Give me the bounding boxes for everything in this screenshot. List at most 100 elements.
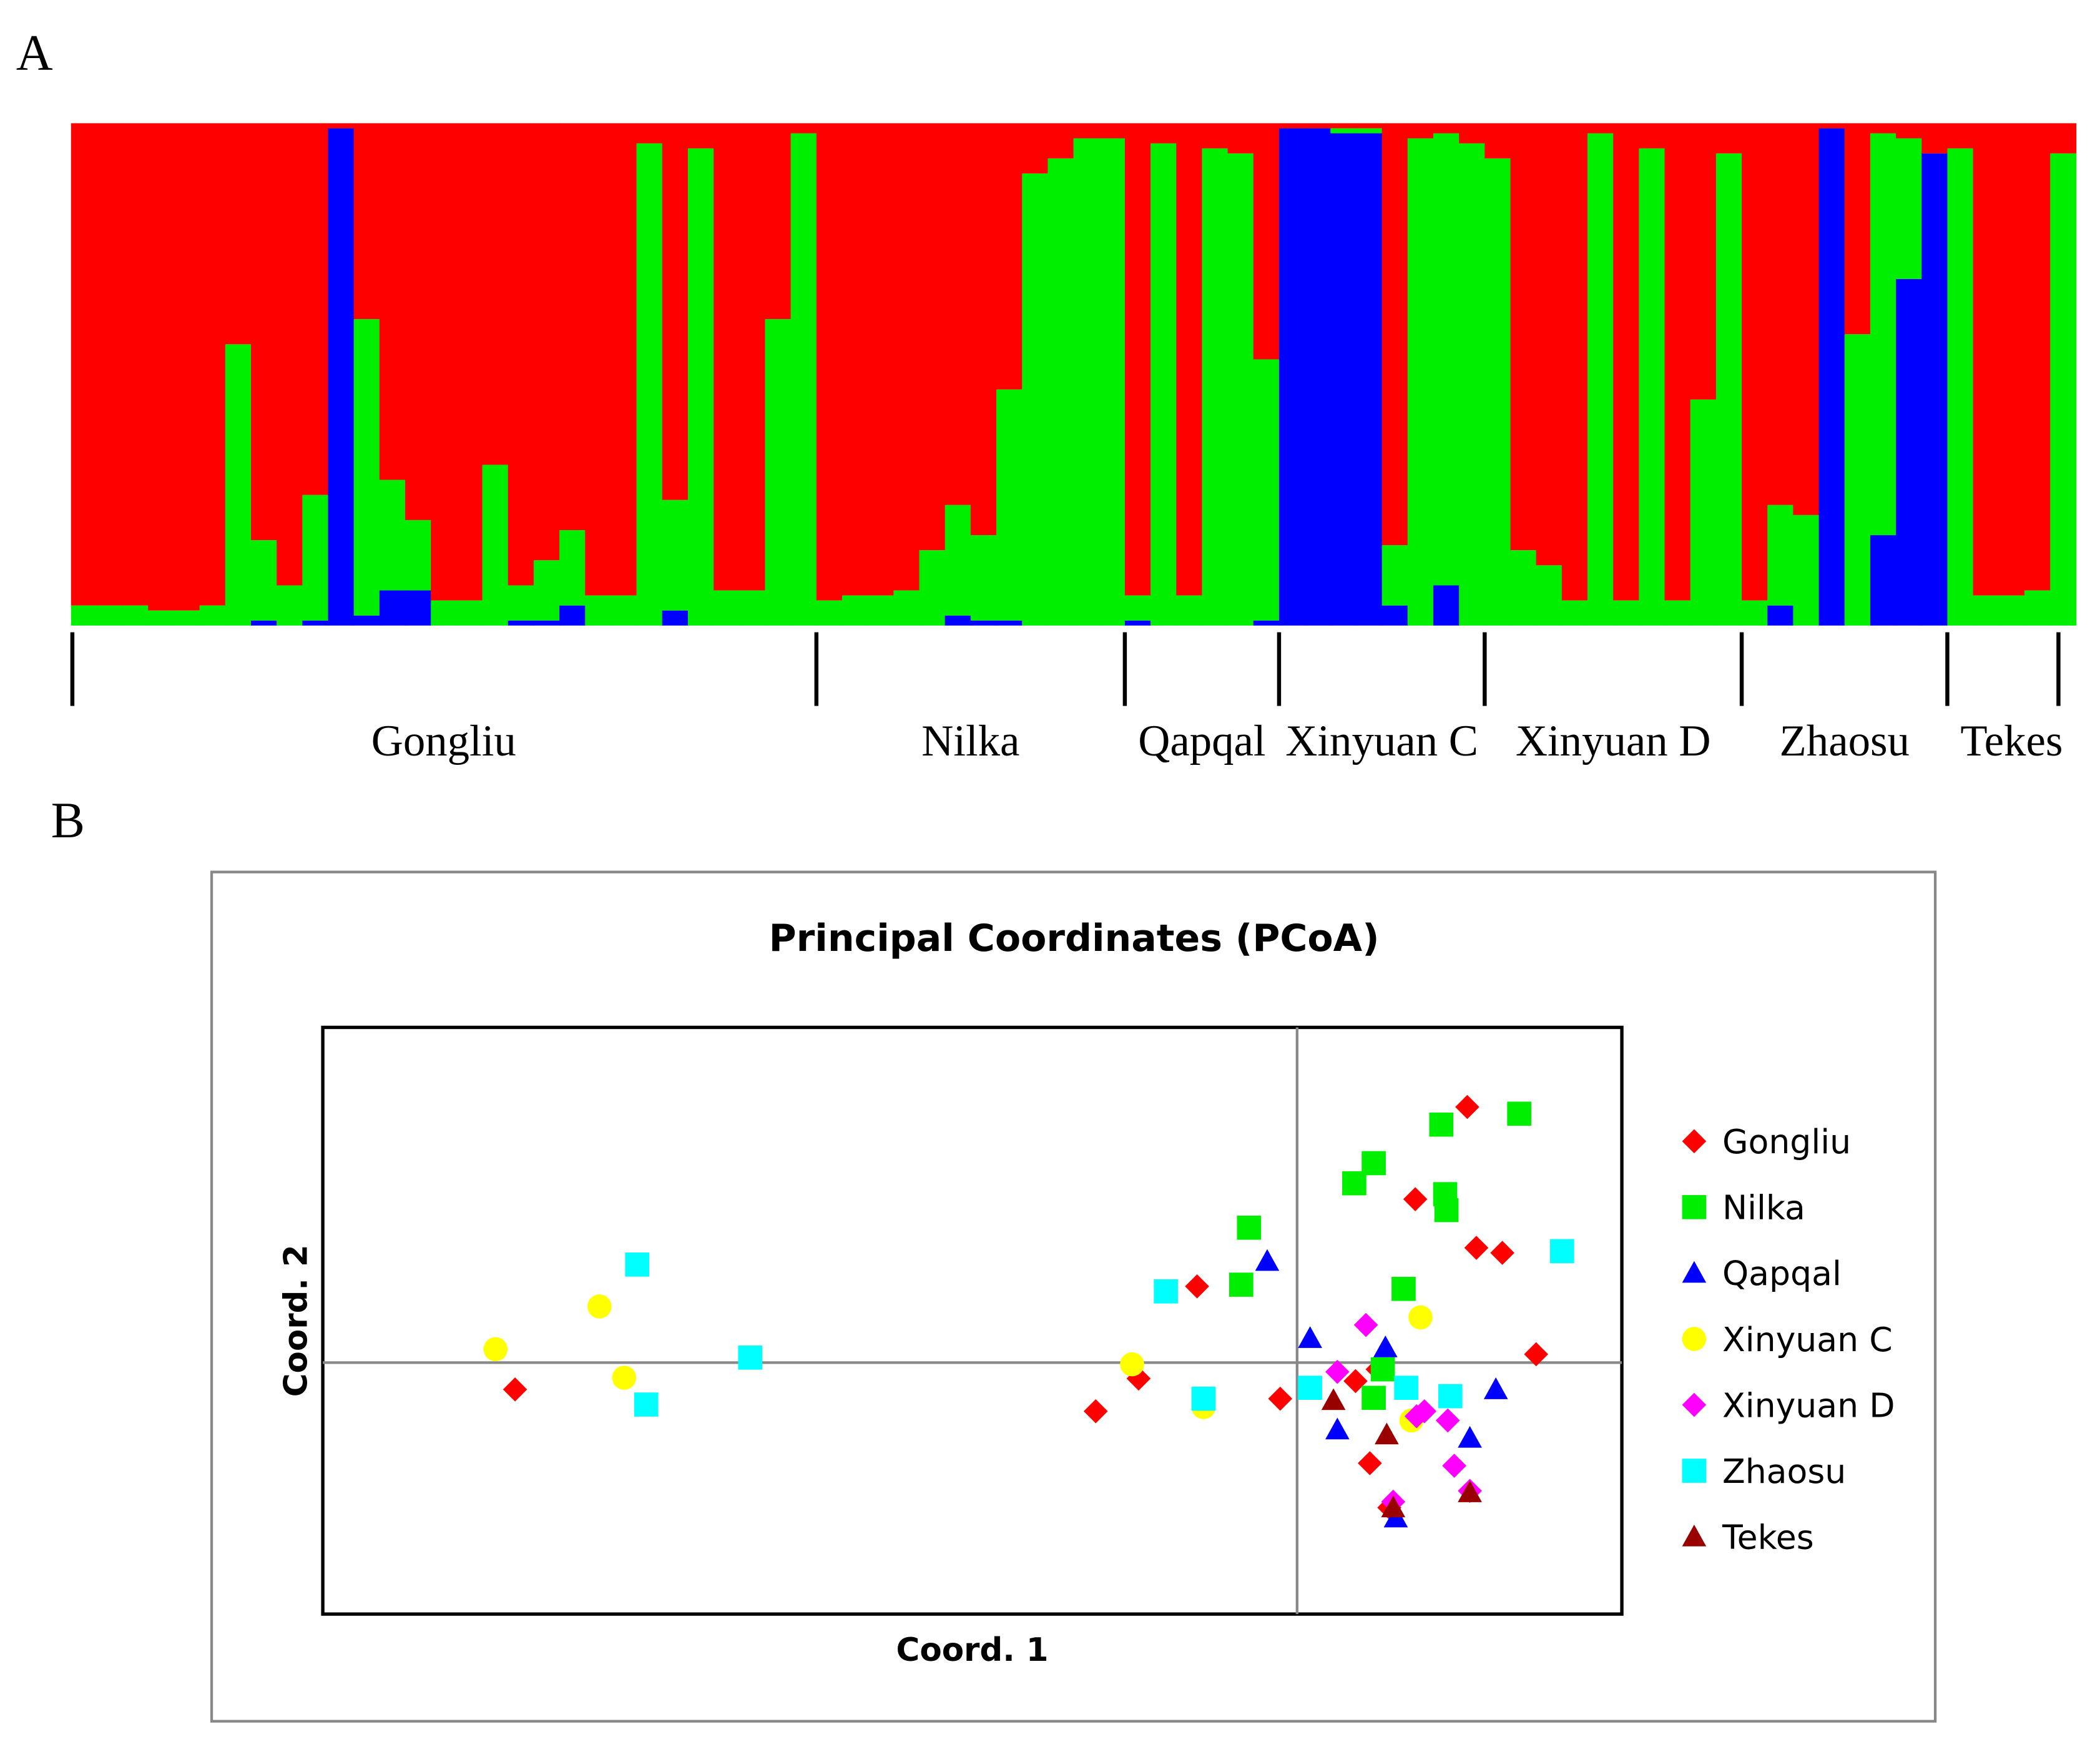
bar-segment <box>353 123 380 320</box>
point <box>587 1294 612 1319</box>
bar-segment <box>739 123 766 591</box>
bar-segment <box>687 123 714 149</box>
bar-segment <box>122 605 149 626</box>
legend-marker <box>1682 1392 1707 1417</box>
bar-segment <box>482 465 509 626</box>
bar-segment <box>1073 123 1100 139</box>
bar-segment <box>1561 123 1588 601</box>
bar-segment <box>1973 123 1999 596</box>
bar-segment <box>1176 595 1203 626</box>
bar-segment <box>816 123 843 601</box>
bar-segment <box>302 620 329 626</box>
point <box>1483 1377 1508 1399</box>
bar-segment <box>1330 133 1357 626</box>
bar-segment <box>1715 123 1742 154</box>
bar-segment <box>841 595 869 626</box>
bar-segment <box>1433 133 1460 586</box>
bar-segment <box>508 123 534 586</box>
bar-segment <box>1742 600 1769 626</box>
bar-segment <box>174 610 200 626</box>
bar-segment <box>1433 123 1460 134</box>
point <box>1381 1495 1406 1518</box>
bar-segment <box>174 123 200 611</box>
bar-segment <box>148 610 175 626</box>
bar-segment <box>1407 123 1434 139</box>
point <box>1375 1422 1399 1445</box>
bar-segment <box>405 123 432 520</box>
bar-segment <box>1921 123 1948 154</box>
point <box>1229 1272 1254 1297</box>
point <box>1321 1388 1346 1410</box>
bar-segment <box>71 605 97 626</box>
bar-segment <box>765 319 792 626</box>
bar-segment <box>919 550 946 626</box>
bar-segment <box>1793 514 1820 626</box>
point <box>1434 1198 1459 1223</box>
bar-segment <box>687 148 714 626</box>
bar-segment <box>636 143 663 626</box>
bar-segment <box>1844 334 1871 626</box>
point <box>1458 1480 1482 1502</box>
bar-segment <box>714 590 740 626</box>
bar-segment <box>1381 545 1408 606</box>
bar-segment <box>970 535 997 621</box>
y-axis-label: Coord. 2 <box>277 1244 315 1397</box>
bar-segment <box>1330 123 1357 129</box>
bar-segment <box>996 389 1023 621</box>
bar-segment <box>1330 128 1357 134</box>
bar-segment <box>431 123 458 601</box>
legend-label: Tekes <box>1722 1517 1814 1557</box>
bar-segment <box>250 540 278 621</box>
legend-label: Gongliu <box>1722 1122 1851 1161</box>
point <box>1154 1279 1178 1304</box>
bar-segment <box>508 620 534 626</box>
bar-segment <box>841 123 869 596</box>
bar-segment <box>1278 123 1305 129</box>
point <box>1373 1335 1398 1357</box>
point <box>1325 1359 1350 1384</box>
point <box>1191 1386 1216 1411</box>
bar-segment <box>662 123 689 500</box>
bar-segment <box>970 620 997 626</box>
bar-segment <box>2050 153 2077 626</box>
bar-segment <box>1664 600 1691 626</box>
point <box>738 1346 763 1370</box>
legend-label: Zhaosu <box>1722 1452 1846 1491</box>
bar-segment <box>302 123 329 495</box>
x-axis-label: Coord. 1 <box>896 1631 1049 1669</box>
bar-segment <box>482 123 509 465</box>
point <box>1083 1399 1108 1424</box>
bar-segment <box>559 123 586 531</box>
bar-segment <box>1305 123 1332 129</box>
bar-segment <box>1151 123 1177 144</box>
bar-segment <box>533 560 560 621</box>
point <box>1298 1375 1322 1400</box>
point <box>1438 1384 1463 1409</box>
bar-segment <box>405 590 432 626</box>
bar-segment <box>1921 153 1948 626</box>
group-label: Nilka <box>921 717 1019 765</box>
bar-segment <box>636 123 663 144</box>
bar-segment <box>1587 133 1614 626</box>
point <box>634 1392 659 1417</box>
bar-segment <box>96 123 123 606</box>
point <box>1362 1385 1386 1410</box>
bar-segment <box>1381 605 1408 626</box>
bar-segment <box>1176 123 1203 596</box>
bar-segment <box>1818 128 1845 626</box>
bar-segment <box>1613 600 1640 626</box>
bar-segment <box>250 123 278 541</box>
point <box>1391 1276 1416 1301</box>
bar-segment <box>1356 128 1383 134</box>
point <box>1442 1454 1466 1478</box>
bar-segment <box>1048 158 1074 626</box>
point <box>1362 1151 1386 1176</box>
bar-segment <box>277 585 303 626</box>
bar-segment <box>945 504 971 616</box>
bar-segment <box>1870 133 1896 536</box>
bar-segment <box>1227 153 1254 626</box>
bar-segment <box>559 530 586 606</box>
bar-segment <box>1690 399 1717 626</box>
legend-label: Nilka <box>1722 1188 1805 1228</box>
point <box>1358 1451 1382 1475</box>
